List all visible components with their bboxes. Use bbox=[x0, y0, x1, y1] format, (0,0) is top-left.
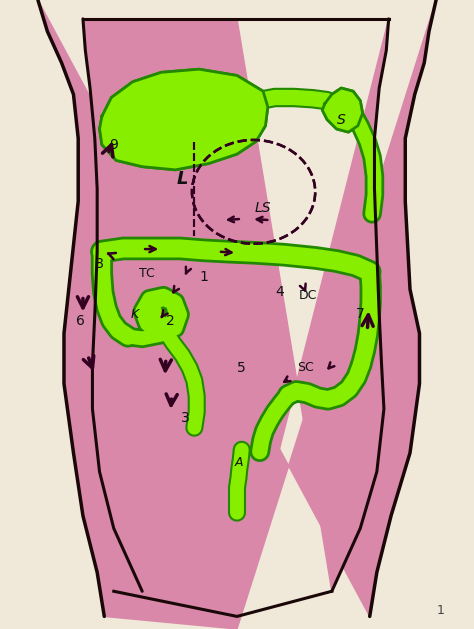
Text: 5: 5 bbox=[237, 361, 246, 375]
Polygon shape bbox=[100, 69, 268, 170]
Text: TC: TC bbox=[139, 267, 155, 280]
Text: K: K bbox=[131, 308, 139, 321]
Polygon shape bbox=[38, 0, 436, 629]
Text: 1: 1 bbox=[200, 270, 208, 284]
Text: L: L bbox=[177, 170, 188, 188]
Text: A: A bbox=[235, 456, 244, 469]
Text: 4: 4 bbox=[275, 286, 284, 299]
Text: 8: 8 bbox=[95, 257, 104, 271]
Text: S: S bbox=[337, 113, 346, 126]
Text: LS: LS bbox=[255, 201, 271, 214]
Polygon shape bbox=[100, 69, 268, 170]
Text: 9: 9 bbox=[109, 138, 118, 152]
Polygon shape bbox=[83, 19, 389, 616]
Text: 6: 6 bbox=[76, 314, 85, 328]
Text: 3: 3 bbox=[181, 411, 189, 425]
Text: SC: SC bbox=[297, 362, 314, 374]
Polygon shape bbox=[322, 88, 363, 132]
Text: 1: 1 bbox=[437, 604, 445, 616]
Polygon shape bbox=[322, 88, 363, 132]
Text: 7: 7 bbox=[356, 308, 365, 321]
Text: 2: 2 bbox=[166, 314, 175, 328]
Text: DC: DC bbox=[299, 289, 317, 302]
